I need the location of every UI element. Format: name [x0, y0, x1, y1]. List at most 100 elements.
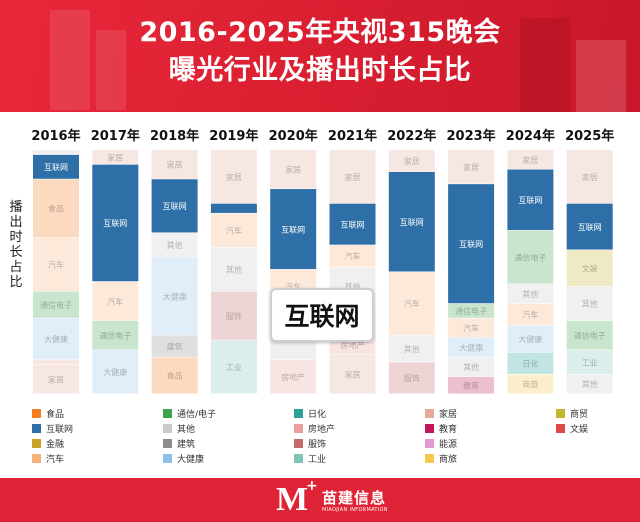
bar-segment: [566, 203, 613, 250]
segment-label: 其他: [463, 362, 479, 372]
segment-label: 家居: [285, 165, 301, 175]
segment-label: 互联网: [44, 163, 68, 172]
segment-label: 通信电子: [99, 330, 131, 340]
bar-segment: [448, 337, 495, 357]
x-tick-label: 2021年: [328, 128, 377, 144]
bar-segment: [151, 335, 198, 357]
segment-label: 服饰: [226, 311, 242, 321]
brand-logo-icon: M: [276, 481, 309, 518]
segment-label: 汽车: [404, 299, 420, 309]
brand-name: 苗建信息: [322, 489, 387, 507]
legend-swatch: [32, 423, 41, 433]
bar-segment: [388, 150, 435, 172]
segment-label: 通信电子: [40, 300, 72, 310]
segment-label: 其他: [404, 344, 420, 354]
legend-swatch: [425, 408, 434, 418]
segment-label: 大健康: [459, 343, 483, 353]
bar-segment: [33, 237, 79, 292]
bar-segment: [92, 320, 139, 350]
legend-swatch: [294, 423, 303, 433]
legend-item: 商旅: [425, 451, 457, 465]
segment-label: 家居: [345, 369, 361, 379]
segment-label: 其他: [226, 265, 242, 275]
x-tick-label: 2022年: [387, 128, 436, 144]
legend-item: 其他: [163, 421, 195, 435]
segment-label: 服饰: [404, 373, 420, 383]
segment-label: 教育: [463, 380, 479, 390]
segment-label: 家居: [107, 152, 123, 162]
header-decoration: [50, 10, 90, 110]
segment-label: 大健康: [518, 334, 542, 344]
bar-segment: [507, 150, 554, 170]
header-banner: 2016-2025年央视315晚会 曝光行业及播出时长占比: [0, 0, 640, 112]
segment-label: 汽车: [463, 323, 479, 333]
legend-swatch: [556, 423, 565, 433]
segment-label: 大健康: [103, 367, 127, 377]
segment-label: 通信电子: [514, 252, 546, 262]
legend-item: 教育: [425, 421, 457, 435]
x-tick-label: 2025年: [565, 128, 614, 144]
bar-segment: [507, 284, 554, 304]
segment-label: 家居: [522, 155, 538, 165]
segment-label: 家居: [582, 172, 598, 182]
bar-segment: [270, 359, 317, 394]
bar-segment: [566, 374, 613, 394]
bar-segment: [566, 150, 613, 204]
legend-label: 服饰: [308, 439, 327, 450]
segment-label: 汽车: [285, 282, 301, 292]
legend-swatch: [425, 438, 434, 448]
segment-label: 家居: [345, 172, 361, 182]
bar-segment: [448, 150, 495, 184]
segment-label: 互联网: [163, 202, 187, 211]
segment-label: 汽车: [522, 310, 538, 320]
legend-item: 食品: [32, 406, 64, 420]
bar-segment: [151, 150, 198, 179]
legend-swatch: [32, 408, 41, 418]
legend-swatch: [32, 438, 41, 448]
legend-swatch: [32, 453, 41, 463]
segment-label: 其他: [345, 282, 361, 292]
x-tick-label: 2024年: [506, 128, 555, 144]
legend-item: 房地产: [294, 421, 335, 435]
bar-segment: [33, 150, 79, 155]
segment-label: 文娱: [582, 263, 598, 273]
bar-segment: [448, 303, 495, 318]
legend-item: 工业: [294, 451, 326, 465]
segment-label: 家居: [463, 162, 479, 172]
segment-label: 互联网: [103, 219, 127, 228]
legend-item: 通信/电子: [163, 406, 216, 420]
brand-name-en: MIAOJIAN INFORMATION: [322, 507, 388, 513]
segment-label: 互联网: [281, 225, 305, 234]
legend-label: 能源: [439, 439, 458, 450]
highlight-label: 互联网: [270, 288, 374, 342]
bar-segment: [270, 150, 317, 189]
bar-segment: [388, 171, 435, 272]
legend-swatch: [163, 453, 172, 463]
legend-item: 商贸: [556, 406, 588, 420]
title-line-1: 2016-2025年央视315晚会: [139, 17, 501, 48]
chart-svg: 2016年互联网食品汽车通信电子大健康家居2017年家居互联网汽车通信电子大健康…: [31, 128, 614, 394]
legend-swatch: [425, 453, 434, 463]
bar-segment: [33, 359, 79, 365]
legend-swatch: [294, 408, 303, 418]
segment-label: 家居: [226, 172, 242, 182]
segment-label: 大健康: [163, 291, 187, 301]
bar-segment: [210, 291, 257, 340]
bar-segment: [507, 374, 554, 394]
bar-segment: [448, 357, 495, 377]
x-tick-label: 2020年: [269, 128, 318, 144]
legend-swatch: [163, 438, 172, 448]
bar-segment: [388, 272, 435, 335]
bar-segment: [448, 184, 495, 304]
stacked-bar-chart: 2016年 互联网 食品 汽车 通信电子 大健康 家居 2017年 家居 互联网 汽车 通信电子 大健康…: [0, 112, 640, 402]
legend-item: 互联网: [32, 421, 73, 435]
legend-label: 汽车: [46, 454, 65, 465]
segment-label: 互联网: [459, 240, 483, 249]
legend-swatch: [163, 423, 172, 433]
legend-label: 商旅: [439, 454, 458, 465]
bar-segment: [329, 354, 376, 394]
legend: 食品 互联网 金融 汽车 通信/电子 其他 建筑 大健康 日化 房地产 服饰 工业 家居 教育 能源 商旅 商贸…: [0, 402, 640, 478]
bar-segment: [448, 318, 495, 338]
segment-label: 食品: [48, 204, 64, 214]
bar-segment: [92, 150, 139, 165]
